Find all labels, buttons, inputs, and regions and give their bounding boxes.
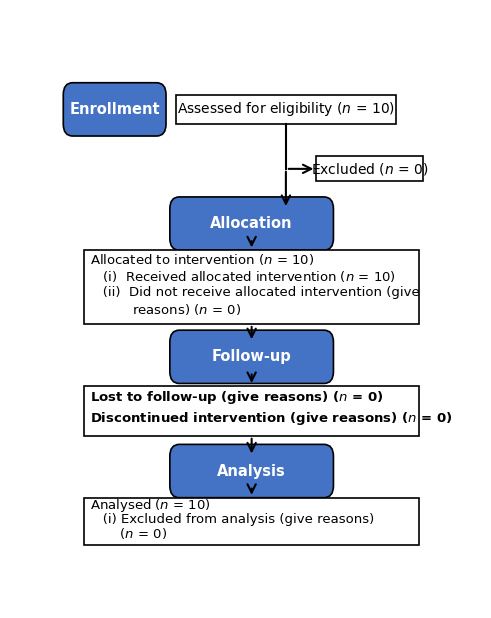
FancyBboxPatch shape (170, 330, 333, 383)
Text: Allocation: Allocation (210, 216, 293, 231)
Text: (i) Excluded from analysis (give reasons): (i) Excluded from analysis (give reasons… (90, 513, 374, 526)
Bar (84, 386, 419, 436)
Text: reasons) ($n$ = 0): reasons) ($n$ = 0) (90, 302, 241, 317)
Text: Follow-up: Follow-up (212, 349, 292, 365)
FancyBboxPatch shape (170, 197, 333, 250)
Text: (i)  Received allocated intervention ($n$ = 10): (i) Received allocated intervention ($n$… (90, 269, 396, 284)
Text: Excluded ($n$ = 0): Excluded ($n$ = 0) (311, 161, 428, 177)
Text: Allocated to intervention ($n$ = 10): Allocated to intervention ($n$ = 10) (90, 252, 314, 267)
Bar (84, 250, 419, 324)
Text: (ii)  Did not receive allocated intervention (give: (ii) Did not receive allocated intervent… (90, 287, 420, 300)
Text: Assessed for eligibility ($n$ = 10): Assessed for eligibility ($n$ = 10) (177, 100, 395, 119)
Text: Discontinued intervention (give reasons) ($n$ = 0): Discontinued intervention (give reasons)… (90, 410, 452, 426)
Text: ($n$ = 0): ($n$ = 0) (90, 526, 167, 541)
Text: Analysed ($n$ = 10): Analysed ($n$ = 10) (90, 497, 211, 514)
FancyBboxPatch shape (63, 83, 166, 136)
Text: Lost to follow-up (give reasons) ($n$ = 0): Lost to follow-up (give reasons) ($n$ = … (90, 389, 383, 406)
Bar (316, 156, 423, 181)
Text: Enrollment: Enrollment (69, 102, 160, 117)
Text: Analysis: Analysis (217, 464, 286, 478)
Bar (176, 95, 396, 124)
Bar (84, 497, 419, 545)
FancyBboxPatch shape (170, 444, 333, 497)
